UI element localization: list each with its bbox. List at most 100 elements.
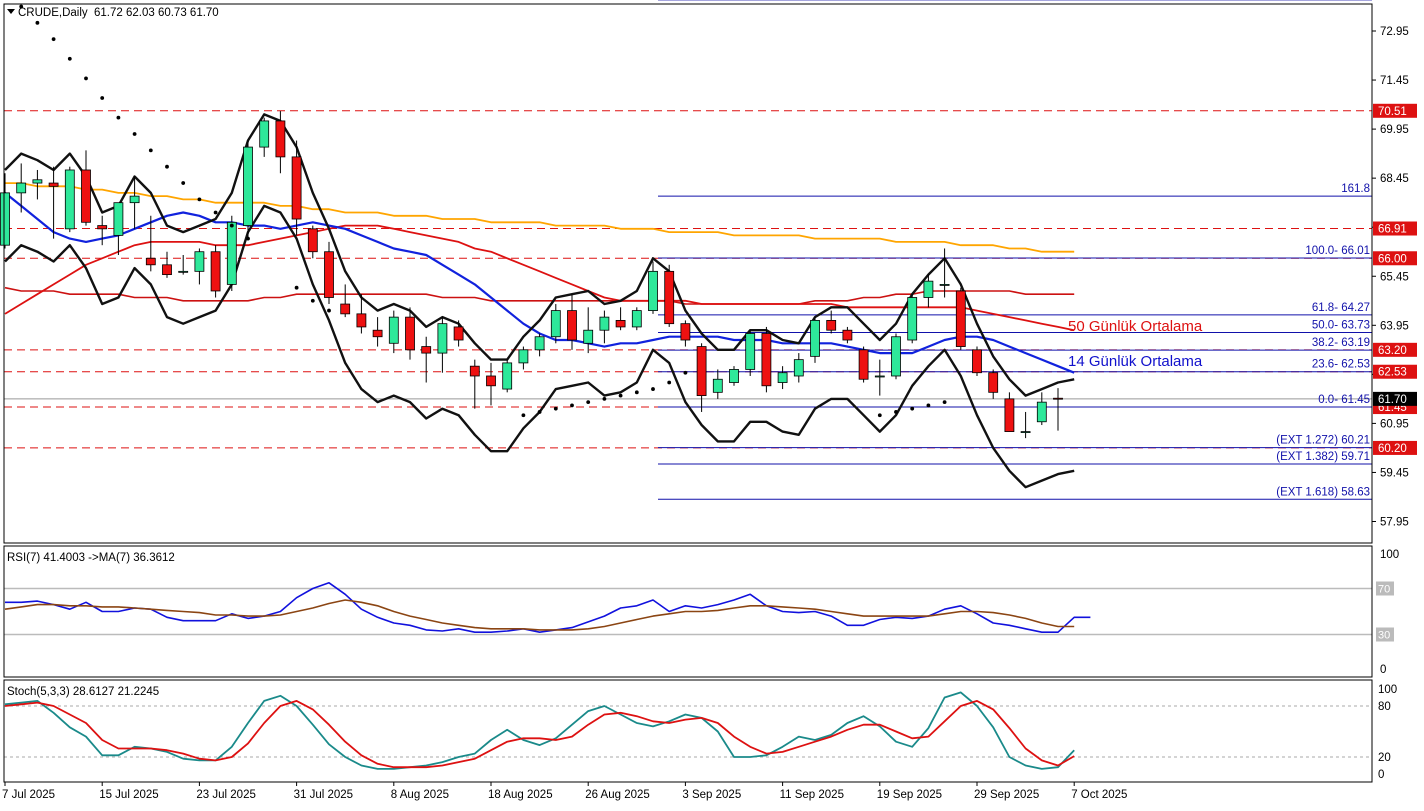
candle <box>793 353 804 383</box>
candle <box>988 369 999 399</box>
ma200-line <box>5 182 1075 253</box>
rsi-series-rsi-line <box>5 582 1091 633</box>
sar-dot <box>84 76 88 81</box>
x-tick-label: 7 Jul 2025 <box>2 789 55 801</box>
rsi-label: RSI(7) 41.4003 ->MA(7) 36.3612 <box>7 552 175 564</box>
price-y-tick-label: 59.45 <box>1380 467 1409 479</box>
candle <box>550 304 561 344</box>
stoch-y-tick-label: 0 <box>1378 769 1384 781</box>
ohlc-label: 61.72 62.03 60.73 61.70 <box>94 7 219 19</box>
x-tick-label: 11 Sep 2025 <box>780 789 844 801</box>
level-price-box <box>1373 342 1417 357</box>
candle <box>955 287 966 350</box>
candle <box>729 366 739 386</box>
candle <box>696 343 707 412</box>
sar-dot <box>100 96 105 100</box>
candle <box>226 215 237 291</box>
fibonacci-level-label: 38.2- 63.19 <box>1312 337 1370 349</box>
sar-dot <box>926 403 931 408</box>
rsi-level-label: 70 <box>1378 584 1390 596</box>
candle <box>858 346 869 383</box>
sar-dot <box>683 370 688 375</box>
candle <box>583 307 594 354</box>
parabolic-sar-layer <box>19 4 947 418</box>
stoch-series-line <box>4 691 1075 770</box>
sar-dot <box>197 197 202 202</box>
level-price-box <box>1373 103 1417 118</box>
candle <box>356 294 367 334</box>
sar-dot <box>521 413 526 418</box>
candle <box>145 215 156 272</box>
candle <box>16 163 27 213</box>
sar-dot <box>618 393 623 398</box>
ma100-line <box>4 286 1075 305</box>
candle <box>648 261 658 314</box>
candle <box>388 310 399 354</box>
candles-layer <box>0 111 1063 439</box>
level-price-label: 60.20 <box>1378 443 1407 455</box>
candle <box>259 117 270 157</box>
candle <box>486 362 496 406</box>
price-y-tick-label: 72.95 <box>1380 26 1409 38</box>
level-price-label: 70.51 <box>1378 106 1407 118</box>
candle <box>178 254 189 275</box>
sar-dot <box>634 390 639 395</box>
price-y-tick-label: 60.95 <box>1380 418 1409 430</box>
sar-dot <box>910 406 915 411</box>
symbol-dropdown-icon[interactable] <box>7 9 15 14</box>
candle <box>712 369 723 399</box>
current-price-label: 61.70 <box>1378 394 1407 406</box>
candle <box>1053 388 1063 431</box>
sar-dot <box>67 56 72 61</box>
annotation-14-ma: 14 Günlük Ortalama <box>1068 353 1203 370</box>
candle <box>777 366 788 390</box>
price-y-tick-label: 69.95 <box>1380 124 1409 136</box>
candle <box>518 346 529 370</box>
level-price-box <box>1373 440 1417 455</box>
sar-dot <box>116 115 121 120</box>
level-price-label: 66.91 <box>1378 224 1407 236</box>
level-price-label: 62.53 <box>1378 367 1407 379</box>
fibonacci-level-label: 61.8- 64.27 <box>1312 302 1370 314</box>
x-tick-label: 26 Aug 2025 <box>585 789 650 801</box>
price-y-tick-label: 63.95 <box>1380 320 1409 332</box>
candle <box>129 176 140 229</box>
rsi-y-tick-label: 100 <box>1380 549 1399 561</box>
candle <box>405 307 415 360</box>
candle <box>210 245 221 298</box>
level-price-label: 66.00 <box>1378 253 1407 265</box>
candle <box>810 317 820 363</box>
sar-dot <box>327 308 331 313</box>
candle <box>64 166 75 233</box>
sar-dot <box>181 181 186 185</box>
candle <box>437 317 448 373</box>
candle <box>972 346 982 376</box>
sar-dot <box>229 223 234 228</box>
stoch-y-tick-label: 100 <box>1378 684 1397 696</box>
annotation-50-ma: 50 Günlük Ortalama <box>1068 318 1203 335</box>
candle <box>113 202 124 255</box>
fibonacci-level-label: (EXT 1.618) 58.63 <box>1276 486 1370 498</box>
candle <box>939 248 950 298</box>
axis-layer: 72.9571.4569.9568.4566.9565.4563.9562.45… <box>2 9 1417 801</box>
stoch-panel-frame <box>3 679 1373 783</box>
sar-dot <box>894 410 898 414</box>
fibonacci-level-label: 50.0- 63.73 <box>1312 319 1370 331</box>
candle <box>745 330 756 376</box>
sar-dot <box>35 20 40 25</box>
sar-dot <box>651 387 655 391</box>
candle <box>599 310 610 344</box>
sar-dot <box>570 403 574 408</box>
sar-dot <box>667 380 672 385</box>
panel-frames <box>3 3 1373 783</box>
candle <box>0 173 10 249</box>
level-price-box <box>1373 251 1417 266</box>
candle <box>275 111 286 174</box>
candle <box>243 140 253 239</box>
candle <box>340 284 351 318</box>
candle <box>32 169 43 200</box>
candle <box>162 251 172 278</box>
sar-dot <box>51 37 56 42</box>
